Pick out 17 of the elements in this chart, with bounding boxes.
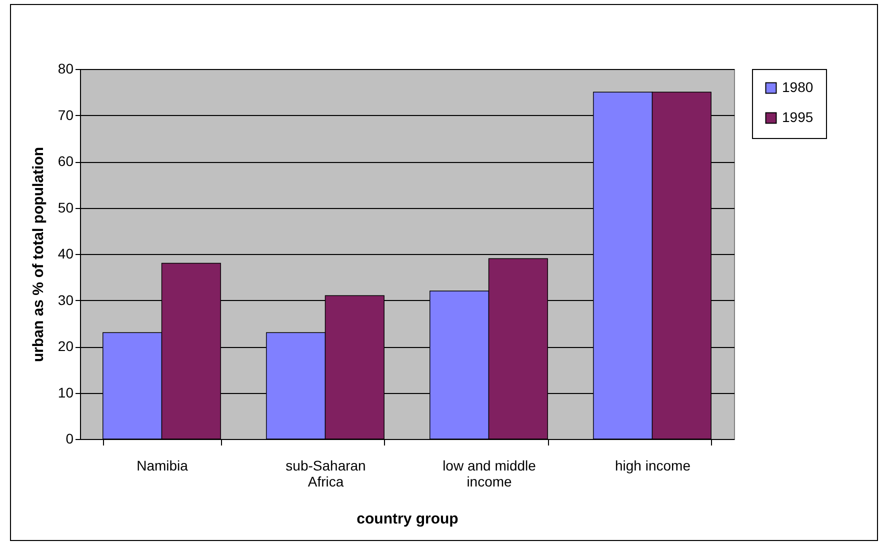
legend-label: 1980 [782, 79, 814, 95]
y-tick-label: 10 [58, 384, 74, 400]
x-tick-label: sub-Saharan Africa [286, 458, 366, 490]
x-axis-title: country group [356, 510, 458, 528]
x-tick-label: high income [615, 458, 691, 474]
y-tick-label: 50 [58, 199, 74, 216]
y-tick-label: 80 [58, 60, 74, 76]
x-tick-label: Namibia [136, 458, 188, 474]
y-tick-label: 20 [58, 338, 74, 354]
y-tick-label: 0 [66, 430, 74, 446]
y-axis-title: urban as % of total population [30, 147, 47, 362]
y-tick-label: 30 [58, 292, 74, 308]
x-tick-label: low and middle income [442, 458, 536, 490]
y-tick-label: 60 [58, 153, 74, 169]
y-tick-label: 40 [58, 246, 74, 262]
legend-label: 1995 [782, 109, 814, 125]
y-tick-label: 70 [58, 106, 74, 123]
